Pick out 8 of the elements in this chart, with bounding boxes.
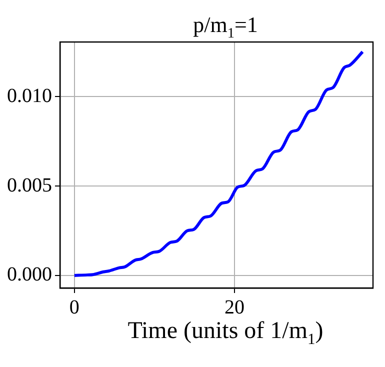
chart-title: p/m$_{1}$=1 [192,12,259,42]
line-series [72,50,364,277]
x-tick-label: 0 [69,296,80,318]
x-tick-label: 20 [224,296,245,318]
y-tick-label: 0.000 [7,264,52,286]
y-tick-label: 0.005 [7,174,52,196]
y-tick-label: 0.010 [7,84,52,107]
x-axis-title: Time (units of 1/m$_{1}$) [126,318,324,349]
